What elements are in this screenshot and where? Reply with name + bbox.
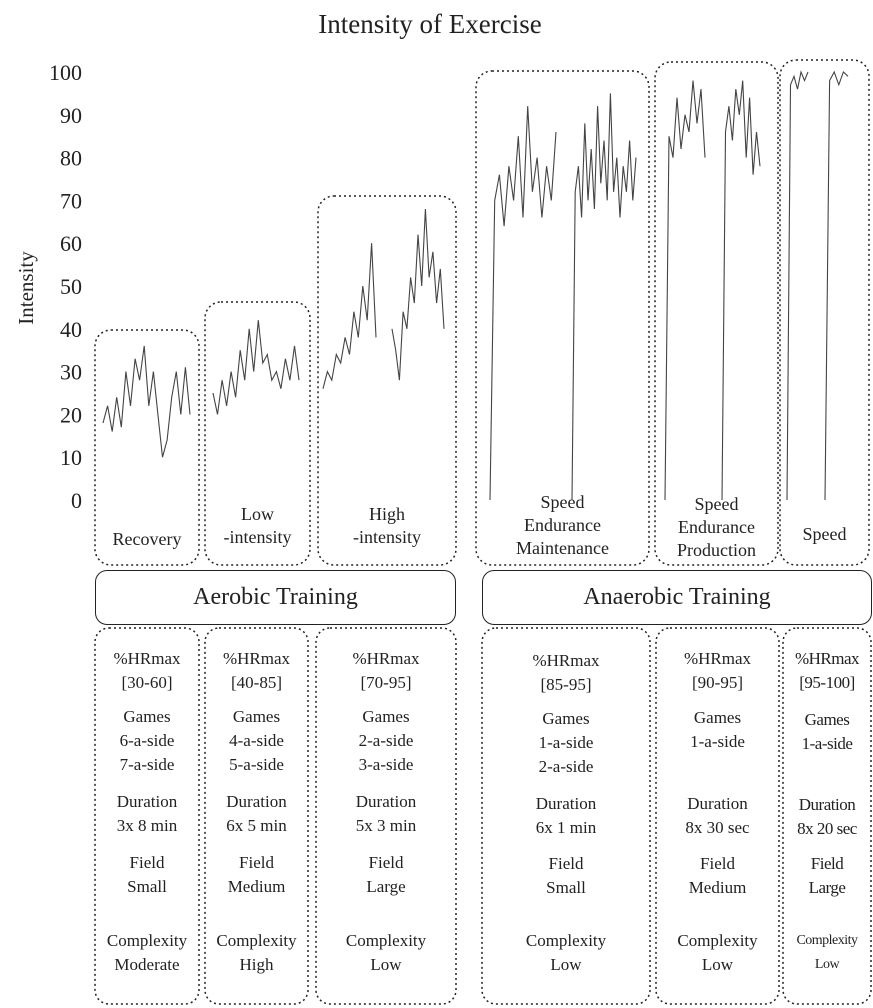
- y-tick-label: 100: [49, 60, 82, 85]
- detail-games: Games 1-a-side: [690, 708, 745, 751]
- zone-label: Speed: [541, 492, 585, 512]
- intensity-trace: [322, 243, 377, 389]
- zone-box: [654, 61, 779, 566]
- zone-label: -intensity: [353, 527, 421, 547]
- zone-label: Speed: [803, 524, 847, 544]
- detail-hr: %HRmax [85-95]: [532, 651, 600, 694]
- detail-hr: %HRmax [30-60]: [113, 649, 181, 692]
- zone-4: Speed Endurance Production: [654, 61, 779, 566]
- intensity-trace: [391, 208, 445, 381]
- intensity-trace: [721, 80, 761, 501]
- detail-duration: Duration 3x 8 min: [116, 792, 178, 835]
- detail-hr: %HRmax [90-95]: [683, 649, 752, 692]
- intensity-trace: [786, 70, 809, 501]
- zone-box: [475, 70, 650, 566]
- zone-label: Speed: [695, 494, 739, 514]
- y-axis-label: Intensity: [14, 251, 38, 325]
- intensity-trace: [102, 345, 191, 458]
- y-tick-label: 0: [71, 488, 82, 513]
- intensity-trace: [212, 320, 300, 415]
- zone-label: Maintenance: [516, 538, 609, 558]
- intensity-trace: [489, 106, 557, 501]
- zone-3: Speed Endurance Maintenance: [475, 70, 650, 566]
- zone-label: Endurance: [524, 515, 601, 535]
- detail-field: Field Medium: [227, 853, 286, 896]
- detail-games: Games 1-a-side: [801, 710, 853, 753]
- y-tick-label: 90: [60, 103, 82, 128]
- aerobic-training-label: Aerobic Training: [193, 584, 358, 610]
- detail-duration: Duration 6x 5 min: [226, 792, 287, 835]
- intensity-trace: [824, 70, 849, 501]
- detail-games: Games 4-a-side 5-a-side: [229, 707, 284, 774]
- zone-2: High -intensity: [317, 195, 457, 566]
- zone-label: Production: [677, 540, 756, 560]
- detail-field: Field Small: [546, 854, 586, 897]
- detail-box: [481, 627, 651, 1005]
- zone-label: Recovery: [113, 529, 182, 549]
- detail-complexity: Complexity Low: [677, 931, 758, 974]
- zone-label: -intensity: [224, 527, 292, 547]
- detail-box: [655, 627, 780, 1005]
- detail-complexity: Complexity Low: [796, 933, 858, 972]
- zone-box: [317, 195, 457, 566]
- zone-0: Recovery: [94, 329, 200, 566]
- anaerobic-training-label: Anaerobic Training: [583, 584, 771, 610]
- detail-field: Field Medium: [688, 854, 747, 897]
- aerobic-training-box: Aerobic Training: [95, 570, 456, 625]
- diagram-title: Intensity of Exercise: [318, 9, 541, 39]
- detail-games: Games 2-a-side 3-a-side: [358, 707, 414, 774]
- detail-hr: %HRmax [95-100]: [794, 649, 860, 692]
- y-tick-label: 60: [60, 231, 82, 256]
- detail-field: Field Large: [366, 853, 406, 896]
- detail-box: [94, 627, 200, 1005]
- zone-1: Low -intensity: [204, 301, 311, 566]
- zone-box: [779, 59, 870, 566]
- detail-box: [782, 627, 872, 1005]
- detail-duration: Duration 8x 20 sec: [797, 795, 857, 838]
- detail-field: Field Small: [127, 853, 167, 896]
- intensity-trace: [664, 80, 706, 501]
- zone-5: Speed: [779, 59, 870, 566]
- zone-box: [204, 301, 311, 566]
- detail-box: [204, 627, 309, 1005]
- detail-complexity: Complexity Moderate: [106, 931, 188, 974]
- detail-hr: %HRmax [40-85]: [222, 649, 291, 692]
- detail-complexity: Complexity High: [216, 931, 297, 974]
- detail-complexity: Complexity Low: [525, 931, 607, 974]
- y-tick-label: 30: [60, 360, 82, 385]
- y-tick-label: 20: [60, 402, 82, 427]
- detail-hr: %HRmax [70-95]: [352, 649, 420, 692]
- detail-duration: Duration 5x 3 min: [355, 792, 417, 835]
- y-tick-label: 70: [60, 188, 82, 213]
- detail-field: Field Large: [808, 854, 846, 897]
- zone-box: [94, 329, 200, 566]
- detail-games: Games 1-a-side 2-a-side: [538, 709, 594, 776]
- intensity-trace: [571, 93, 637, 501]
- detail-duration: Duration 8x 30 sec: [685, 794, 750, 837]
- y-tick-label: 40: [60, 317, 82, 342]
- anaerobic-training-box: Anaerobic Training: [482, 570, 872, 625]
- detail-box: [315, 627, 457, 1005]
- detail-games: Games 6-a-side 7-a-side: [119, 707, 175, 774]
- zone-label: Endurance: [678, 517, 755, 537]
- detail-complexity: Complexity Low: [345, 931, 427, 974]
- y-tick-label: 10: [60, 445, 82, 470]
- zone-label: Low: [241, 504, 274, 524]
- zone-label: High: [369, 504, 405, 524]
- y-tick-label: 80: [60, 146, 82, 171]
- detail-duration: Duration 6x 1 min: [535, 794, 597, 837]
- y-tick-label: 50: [60, 274, 82, 299]
